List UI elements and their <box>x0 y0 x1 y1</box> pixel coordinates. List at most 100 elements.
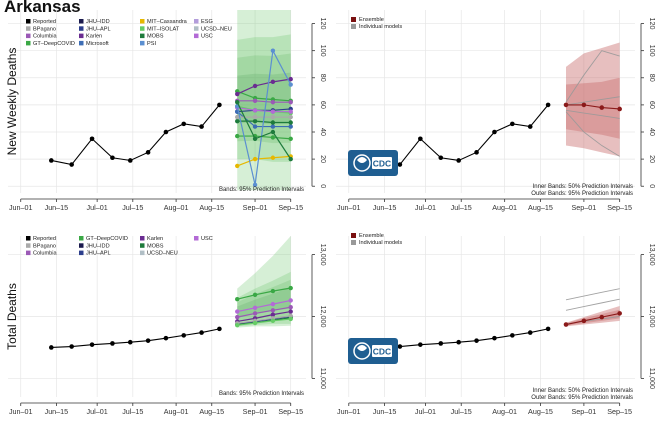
y-tick-label: 0 <box>319 184 328 188</box>
forecast-line <box>237 315 291 324</box>
series-point-reported <box>181 121 187 127</box>
x-tick-label: Aug–01 <box>492 407 517 416</box>
legend-label: Reported <box>33 19 56 25</box>
forecast-point <box>288 313 293 319</box>
series-line-reported <box>51 328 220 349</box>
y-tick-label: 40 <box>319 128 328 136</box>
series-point-reported <box>110 155 115 161</box>
series-point-reported <box>456 339 461 345</box>
band-note: Inner Bands: 50% Prediction Intervals <box>533 388 633 394</box>
cdc-logo: CDC <box>348 150 398 176</box>
prediction-band-outer <box>566 42 620 157</box>
x-tick-label: Jun–15 <box>373 203 397 212</box>
legend-swatch <box>26 19 31 24</box>
x-tick-label: Sep–01 <box>571 407 596 416</box>
x-tick-label: Jul–15 <box>122 203 143 212</box>
legend-label: MIT–ISOLAT <box>147 26 180 32</box>
legend-label: JHU–IDD <box>86 19 110 25</box>
forecast-point <box>270 120 276 125</box>
forecast-line <box>236 101 292 160</box>
legend-swatch <box>194 19 199 24</box>
forecast-point <box>235 322 240 328</box>
x-tick-label: Aug–15 <box>199 203 224 212</box>
legend-label: JHU–APL <box>86 26 111 32</box>
forecast-line <box>237 107 291 113</box>
x-tick-label: Jun–01 <box>9 203 33 212</box>
forecast-point <box>270 308 276 313</box>
individual-model-line <box>565 111 620 157</box>
legend-swatch <box>140 33 145 39</box>
series-point-reported <box>163 335 169 341</box>
series-point-reported <box>510 121 515 127</box>
legend-label: GT–DeepCOVID <box>33 41 75 47</box>
series-point-reported <box>145 150 151 155</box>
legend-swatch <box>351 17 356 22</box>
cdc-wordmark-box <box>372 157 392 169</box>
series-point-reported <box>438 341 444 346</box>
x-tick-label: Aug–01 <box>164 203 189 212</box>
x-tick-label: Jun–15 <box>45 407 69 416</box>
individual-model-line <box>565 288 620 301</box>
series-point-reported <box>492 129 497 135</box>
forecast-point <box>270 99 276 105</box>
y-tick-label: 100 <box>319 45 328 57</box>
series-point-reported <box>69 162 74 167</box>
forecast-point <box>252 320 258 326</box>
x-tick-label: Sep–15 <box>607 407 632 416</box>
legend-swatch <box>79 243 84 248</box>
series-point-ensemble <box>599 314 605 320</box>
forecast-point <box>252 83 258 89</box>
forecast-point <box>235 99 240 105</box>
forecast-point <box>252 182 258 188</box>
series-point-reported <box>545 102 551 108</box>
forecast-point <box>288 316 293 322</box>
forecast-line <box>237 310 291 323</box>
forecast-point <box>288 109 293 114</box>
legend-label: USC <box>201 236 213 242</box>
series-point-reported <box>217 326 222 332</box>
legend-label: ESG <box>201 19 213 25</box>
x-tick-label: Aug–01 <box>164 407 189 416</box>
x-tick-label: Aug–01 <box>492 203 517 212</box>
forecast-line <box>237 318 291 326</box>
series-point-reported <box>89 342 95 347</box>
series-point-reported <box>127 339 133 345</box>
legend-label: Individual models <box>359 240 402 246</box>
legend-label: Columbia <box>33 34 58 40</box>
legend-swatch <box>79 40 84 46</box>
chart-panel-weekly_individual: 0 20 40 60 80 100 120 Jun–01 Jun–15 Jul–01 Jul–15 A… <box>5 10 328 212</box>
series-point-reported <box>456 158 461 163</box>
x-tick-label: Jun–01 <box>337 407 361 416</box>
band-note: Inner Bands: 50% Prediction Intervals <box>533 184 633 190</box>
band-note: Outer Bands: 95% Prediction Intervals <box>531 395 633 401</box>
chart-panel-weekly_ensemble: 0 20 40 60 80 100 120 Jun–01 Jun–15 Jul–01 Jul–15 A… <box>336 10 657 212</box>
forecast-line <box>237 155 291 167</box>
x-tick-label: Jul–01 <box>415 203 436 212</box>
y-tick-label: 0 <box>648 184 657 188</box>
series-point-reported <box>199 124 204 129</box>
forecast-point <box>235 118 240 124</box>
forecast-point <box>270 114 276 120</box>
legend-swatch <box>26 236 31 241</box>
x-tick-label: Jun–15 <box>45 203 69 212</box>
series-line-reported <box>379 328 549 349</box>
y-tick-label: 80 <box>648 74 657 82</box>
x-tick-label: Sep–01 <box>571 203 596 212</box>
legend-swatch <box>26 243 31 248</box>
forecast-point <box>235 163 240 169</box>
individual-model-line <box>565 298 620 311</box>
x-tick-label: Aug–15 <box>528 407 553 416</box>
forecast-point <box>270 129 276 135</box>
legend-label: BPagano <box>33 26 56 32</box>
band-note: Bands: 95% Prediction Intervals <box>219 187 304 193</box>
forecast-point <box>270 79 276 85</box>
forecast-point <box>288 120 293 125</box>
series-point-reported <box>418 342 423 347</box>
forecast-line <box>237 90 291 102</box>
legend-swatch <box>140 40 145 46</box>
legend-label: GT–DeepCOVID <box>86 236 128 242</box>
series-line-ensemble <box>565 312 620 326</box>
legend-label: MIT–Cassandra <box>147 19 188 25</box>
series-point-reported <box>217 102 222 108</box>
forecast-point <box>252 98 258 104</box>
